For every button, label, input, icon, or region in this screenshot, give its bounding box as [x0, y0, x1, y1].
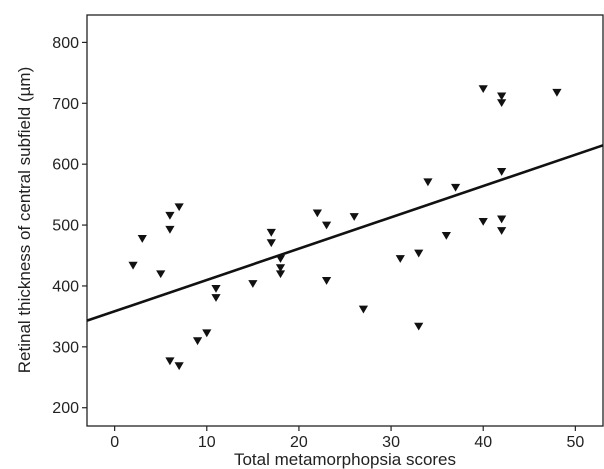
data-point: [211, 284, 221, 293]
data-point: [275, 270, 286, 279]
data-point: [275, 264, 286, 273]
y-tick-label: 700: [52, 96, 79, 113]
y-tick-label: 200: [52, 400, 79, 417]
data-point: [478, 217, 488, 226]
data-point: [497, 215, 507, 224]
y-tick-label: 300: [52, 339, 79, 356]
data-point: [192, 337, 203, 346]
y-axis-ticks: 200 300 400 500 600 700 800: [52, 35, 87, 417]
data-point: [128, 261, 138, 270]
data-point: [414, 249, 424, 258]
x-tick-label: 30: [382, 434, 400, 451]
data-point: [165, 357, 175, 366]
data-point: [349, 213, 359, 221]
data-point: [497, 227, 507, 235]
plot-frame: [86, 14, 604, 427]
x-axis-ticks: 0 10 20 30 40 50: [110, 426, 584, 451]
data-point: [174, 362, 184, 371]
data-point: [275, 255, 286, 263]
data-point: [441, 231, 451, 240]
data-point: [321, 277, 332, 285]
data-point: [156, 270, 166, 279]
data-point: [312, 209, 322, 218]
data-point: [423, 178, 433, 187]
y-tick-label: 500: [52, 218, 79, 235]
y-axis-title: Retinal thickness of central subfield (µ…: [15, 67, 34, 373]
data-point: [478, 85, 488, 94]
y-tick-label: 800: [52, 35, 79, 52]
data-point: [450, 183, 461, 192]
x-tick-label: 0: [110, 434, 119, 451]
regression-line: [86, 144, 604, 322]
data-point: [165, 225, 175, 234]
x-tick-label: 10: [198, 434, 216, 451]
y-tick-label: 600: [52, 157, 79, 174]
x-axis-title: Total metamorphopsia scores: [234, 450, 456, 469]
data-points: [128, 85, 562, 371]
data-point: [266, 239, 276, 248]
regression-line-group: [86, 144, 604, 322]
data-point: [165, 211, 175, 220]
data-point: [497, 168, 507, 176]
data-point: [137, 235, 147, 243]
data-point: [248, 280, 258, 288]
y-tick-label: 400: [52, 278, 79, 295]
data-point: [266, 228, 276, 237]
data-point: [552, 88, 562, 97]
data-point: [395, 255, 405, 263]
x-tick-label: 40: [474, 434, 492, 451]
data-point: [497, 92, 507, 101]
x-tick-label: 50: [566, 434, 584, 451]
data-point: [414, 322, 424, 331]
data-point: [174, 203, 184, 212]
data-point: [321, 221, 332, 230]
data-point: [211, 294, 221, 302]
data-point: [202, 329, 212, 338]
data-point: [358, 305, 369, 314]
x-tick-label: 20: [290, 434, 308, 451]
data-point: [497, 99, 507, 108]
